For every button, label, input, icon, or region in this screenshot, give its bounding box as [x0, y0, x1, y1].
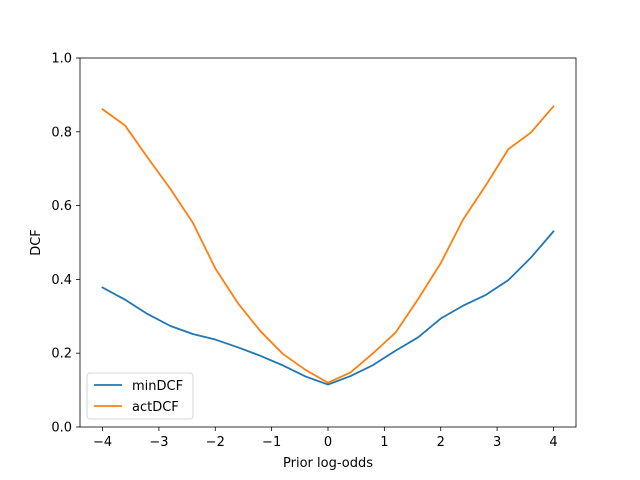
legend: minDCF actDCF	[86, 372, 194, 420]
series-line-actdcf	[101, 105, 555, 384]
y-tick-label: 0.4	[51, 273, 72, 288]
series-layer	[101, 105, 555, 386]
y-tick-label: 0.6	[51, 199, 72, 214]
x-tick-label: 0	[324, 435, 332, 450]
x-tick-label: −1	[262, 435, 281, 450]
x-tick-label: −2	[206, 435, 225, 450]
series-line-mindcf	[101, 230, 555, 386]
x-tick-label: 2	[437, 435, 445, 450]
y-tick-label: 0.8	[51, 125, 72, 140]
x-axis-label: Prior log-odds	[283, 456, 373, 471]
legend-label-mindcf: minDCF	[132, 379, 183, 394]
x-tick-label: 1	[380, 435, 388, 450]
y-axis-ticks: 0.0 0.2 0.4 0.6 0.8 1.0	[51, 52, 80, 436]
y-tick-label: 1.0	[51, 52, 72, 67]
x-tick-label: 4	[549, 435, 557, 450]
x-axis-ticks: −4 −3 −2 −1 0 1 2 3 4	[93, 427, 558, 450]
y-tick-label: 0.2	[51, 347, 72, 362]
y-tick-label: 0.0	[51, 421, 72, 436]
y-axis-label: DCF	[29, 229, 44, 256]
plot-background	[80, 58, 576, 427]
x-tick-label: −4	[93, 435, 112, 450]
legend-label-actdcf: actDCF	[132, 400, 179, 415]
x-tick-label: −3	[149, 435, 168, 450]
x-tick-label: 3	[493, 435, 501, 450]
